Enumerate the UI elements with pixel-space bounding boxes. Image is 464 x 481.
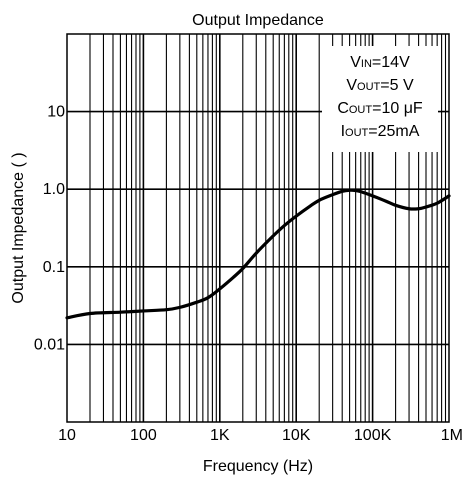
y-axis-label: Output Impedance ( ) [10, 152, 27, 303]
y-tick-label: 0.1 [43, 259, 65, 276]
x-tick-label: 1K [210, 427, 230, 444]
x-tick-label: 10K [282, 427, 311, 444]
condition-label: VIN=14V [350, 54, 410, 71]
tick-labels: 10 100 1K 10K 100K 1M 0.01 0.1 1.0 10 [34, 104, 463, 444]
x-tick-label: 10 [58, 427, 76, 444]
y-tick-label: 10 [47, 104, 65, 121]
condition-label: IOUT=25mA [341, 123, 420, 140]
x-tick-label: 100 [130, 427, 157, 444]
y-tick-label: 0.01 [34, 336, 65, 353]
chart-title: Output Impedance [192, 12, 324, 29]
series-layer [65, 188, 451, 320]
grid-lines [67, 34, 449, 422]
plot-frame [66, 33, 450, 423]
impedance-curve [65, 188, 451, 320]
conditions-background [322, 46, 438, 152]
conditions-box: VIN=14V VOUT=5 V COUT=10 μF IOUT=25mA [322, 46, 438, 152]
x-axis-label: Frequency (Hz) [203, 458, 313, 475]
x-tick-label: 1M [441, 427, 463, 444]
condition-label: VOUT=5 V [346, 77, 414, 94]
condition-label: COUT=10 μF [337, 100, 423, 117]
x-tick-label: 100K [354, 427, 392, 444]
y-tick-label: 1.0 [43, 181, 65, 198]
